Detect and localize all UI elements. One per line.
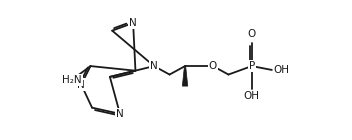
Text: OH: OH bbox=[244, 92, 260, 102]
Text: O: O bbox=[247, 29, 256, 39]
Text: P: P bbox=[249, 61, 255, 71]
Text: N: N bbox=[150, 61, 158, 71]
Text: N: N bbox=[129, 18, 137, 28]
Text: H₂N: H₂N bbox=[62, 75, 82, 85]
Text: N: N bbox=[116, 109, 124, 119]
Text: N: N bbox=[77, 80, 85, 90]
Polygon shape bbox=[182, 66, 188, 86]
Text: O: O bbox=[209, 61, 217, 71]
Text: OH: OH bbox=[274, 65, 289, 75]
